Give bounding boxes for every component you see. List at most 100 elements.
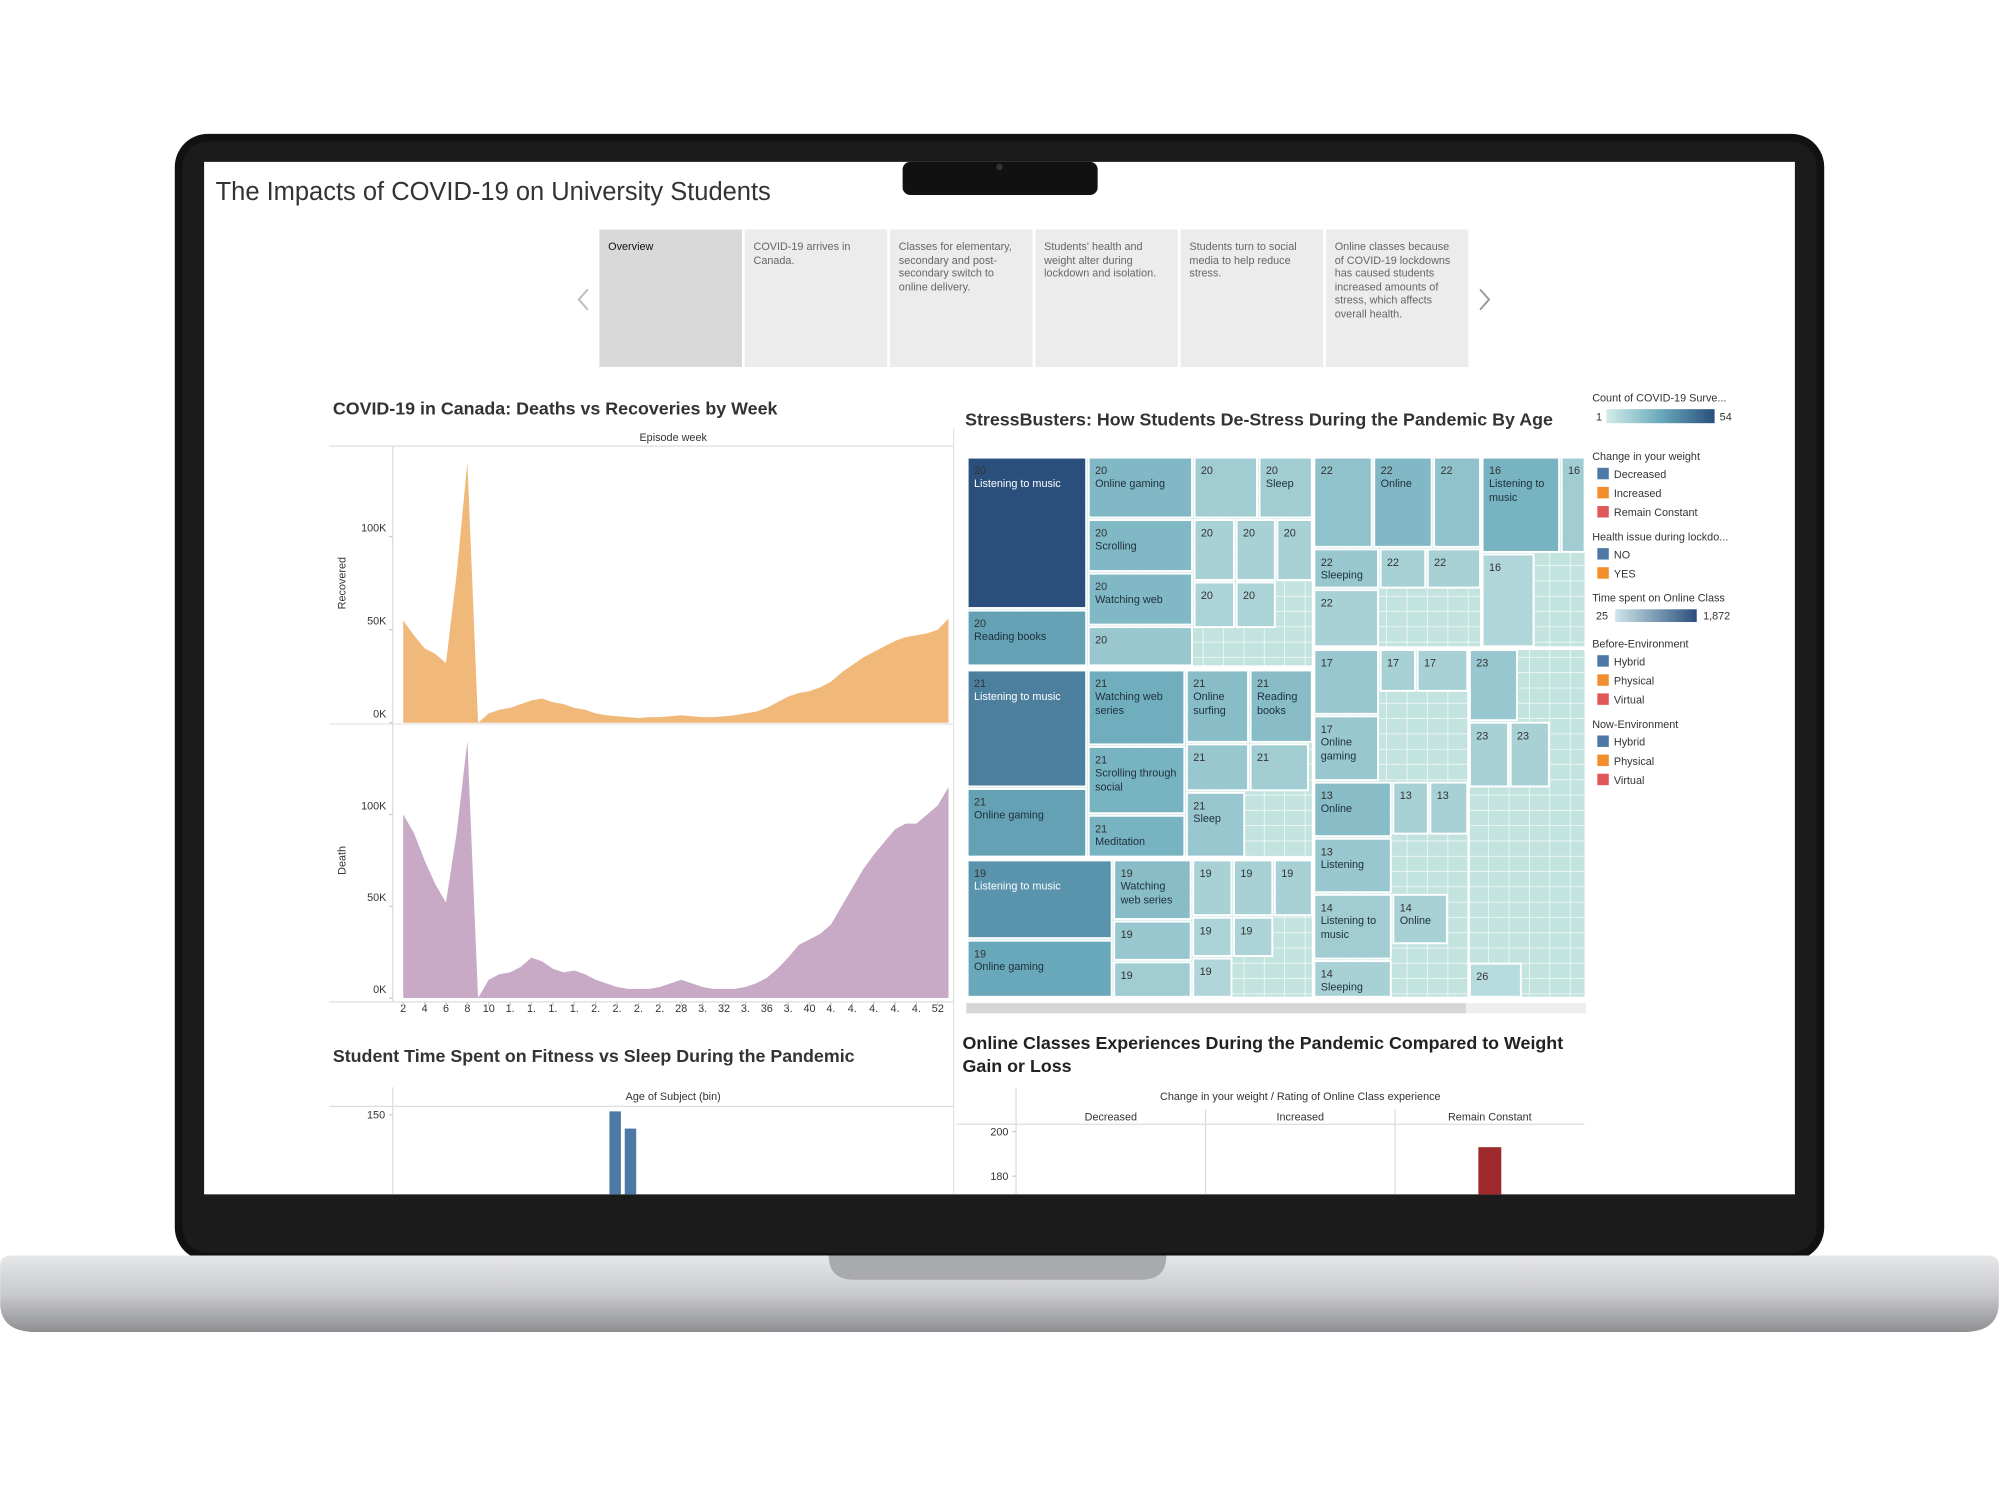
cell-label: 20 bbox=[1201, 528, 1213, 540]
laptop-base bbox=[0, 1255, 1999, 1333]
cell-activity-box: Watching web series bbox=[1121, 880, 1173, 906]
cell-activity: Online gaming bbox=[974, 959, 1044, 973]
cell-activity-box: Watching web bbox=[1095, 592, 1163, 606]
legend-swatch bbox=[1597, 655, 1609, 667]
story-point[interactable]: Classes for elementary, secondary and po… bbox=[889, 229, 1033, 368]
cell-activity-box: Watching web series bbox=[1095, 690, 1163, 716]
legend-title: Health issue during lockdo... bbox=[1592, 531, 1728, 543]
x-tick-label: 3. bbox=[698, 1003, 707, 1015]
cell-label: 22 bbox=[1321, 465, 1333, 477]
cell-activity: Sleeping bbox=[1320, 980, 1363, 993]
cell-label: 16 bbox=[1489, 465, 1501, 477]
x-tick-label: 4 bbox=[422, 1003, 428, 1015]
cell-label: 20 bbox=[1201, 590, 1213, 602]
legend-label: YES bbox=[1614, 568, 1636, 580]
x-tick-label: 40 bbox=[803, 1003, 815, 1015]
prev-arrow[interactable] bbox=[577, 288, 589, 311]
cell-activity: Listening to music bbox=[1488, 476, 1545, 503]
legend-label: Hybrid bbox=[1614, 737, 1645, 749]
story-point-box: Students turn to social media to help re… bbox=[1180, 229, 1324, 368]
story-point[interactable]: Online classes because of COVID-19 lockd… bbox=[1325, 229, 1469, 368]
legend-label: Virtual bbox=[1614, 695, 1645, 707]
cell-activity-box: Sleeping bbox=[1320, 980, 1363, 993]
y-tick-label: 0K bbox=[373, 709, 387, 721]
cell-activity-box: Online bbox=[1399, 913, 1432, 927]
color-ramp bbox=[1615, 609, 1697, 623]
treemap-cell bbox=[1468, 649, 1518, 722]
cell-activity-box: Online gaming bbox=[974, 808, 1044, 821]
treemap-cell bbox=[1313, 893, 1392, 960]
cell-label: 20 bbox=[1095, 635, 1107, 647]
x-axis-title: Change in your weight / Rating of Online… bbox=[1160, 1091, 1441, 1103]
cell-label: 17 bbox=[1387, 658, 1399, 670]
cell-activity: Online bbox=[1399, 913, 1432, 927]
story-point[interactable]: Overview bbox=[599, 229, 743, 368]
y-tick-label: 100K bbox=[361, 800, 387, 812]
x-tick-label: 1. bbox=[548, 1003, 557, 1015]
treemap-cell bbox=[1481, 456, 1561, 553]
story-point[interactable]: Students' health and weight alter during… bbox=[1035, 229, 1178, 368]
y-axis-title: Death bbox=[337, 846, 349, 875]
y-axis-title: Recovered bbox=[337, 557, 349, 609]
scrollbar-thumb[interactable] bbox=[966, 1003, 1467, 1014]
cell-label: 19 bbox=[1121, 970, 1133, 982]
story-point[interactable]: COVID-19 arrives in Canada. bbox=[744, 229, 888, 368]
cell-activity: Listening bbox=[1320, 857, 1365, 871]
treemap-cell bbox=[1416, 649, 1469, 692]
cell-label: 22 bbox=[1387, 557, 1399, 569]
cell-label: 13 bbox=[1321, 790, 1333, 802]
legend-title: Before-Environment bbox=[1592, 639, 1688, 651]
cell-activity-box: Listening bbox=[1320, 857, 1365, 871]
x-tick-label: 6 bbox=[443, 1003, 449, 1015]
story-point-box: COVID-19 arrives in Canada. bbox=[744, 229, 888, 368]
legend-swatch bbox=[1597, 506, 1609, 518]
cell-activity-box: Online gaming bbox=[974, 959, 1044, 973]
x-tick-label: 4. bbox=[826, 1003, 835, 1015]
x-tick-label: 10 bbox=[483, 1003, 495, 1015]
cell-activity-box: Listening to music bbox=[1321, 914, 1376, 940]
treemap-cell bbox=[1313, 548, 1380, 589]
cell-label: 19 bbox=[1200, 966, 1212, 978]
legend-label: Decreased bbox=[1614, 469, 1666, 481]
cell-activity: Online gaming bbox=[1320, 735, 1357, 762]
story-point[interactable]: Students turn to social media to help re… bbox=[1180, 229, 1324, 368]
cell-label: 21 bbox=[1193, 800, 1205, 812]
treemap-cell bbox=[1433, 456, 1482, 548]
legend-swatch bbox=[1597, 486, 1609, 499]
cell-activity-box: Listening to music bbox=[1488, 476, 1545, 503]
legend-label: Hybrid bbox=[1614, 656, 1645, 668]
legend-label: Increased bbox=[1614, 488, 1662, 500]
treemap-cell bbox=[1313, 781, 1392, 838]
treemap-cell bbox=[1560, 456, 1586, 553]
chart-title: StressBusters: How Students De-Stress Du… bbox=[965, 410, 1553, 430]
bar bbox=[624, 1128, 637, 1195]
x-tick-label: 52 bbox=[932, 1003, 944, 1015]
cell-activity: Watching web bbox=[1095, 592, 1163, 606]
cell-label: 23 bbox=[1476, 658, 1488, 670]
cell-label: 16 bbox=[1489, 562, 1501, 574]
next-arrow[interactable] bbox=[1479, 288, 1491, 311]
story-point-box: Students' health and weight alter during… bbox=[1035, 229, 1178, 368]
cell-activity: Meditation bbox=[1095, 834, 1146, 848]
cell-activity-box: Scrolling bbox=[1095, 539, 1137, 552]
cell-label: 20 bbox=[1243, 590, 1255, 602]
story-point-box: Overview bbox=[599, 229, 743, 368]
cell-label: 22 bbox=[1434, 557, 1446, 569]
cell-activity: Scrolling bbox=[1095, 539, 1137, 552]
cell-label: 14 bbox=[1400, 902, 1412, 914]
cell-activity: Online surfing bbox=[1193, 689, 1226, 716]
legend-label: Remain Constant bbox=[1614, 507, 1698, 519]
treemap-cell bbox=[966, 609, 1088, 667]
x-tick-label: 1. bbox=[570, 1003, 579, 1015]
cell-activity-box: Online bbox=[1381, 477, 1412, 490]
cell-activity-box: Online gaming bbox=[1320, 735, 1357, 762]
cell-activity-box: Sleep bbox=[1266, 477, 1294, 490]
x-tick-label: 4. bbox=[912, 1003, 921, 1015]
cell-label: 21 bbox=[1193, 678, 1205, 690]
treemap-cell bbox=[1379, 649, 1416, 692]
cell-label: 21 bbox=[1095, 755, 1107, 767]
legend-title: Now-Environment bbox=[1592, 719, 1678, 731]
chart-title: Online Classes Experiences During the Pa… bbox=[962, 1032, 1564, 1076]
